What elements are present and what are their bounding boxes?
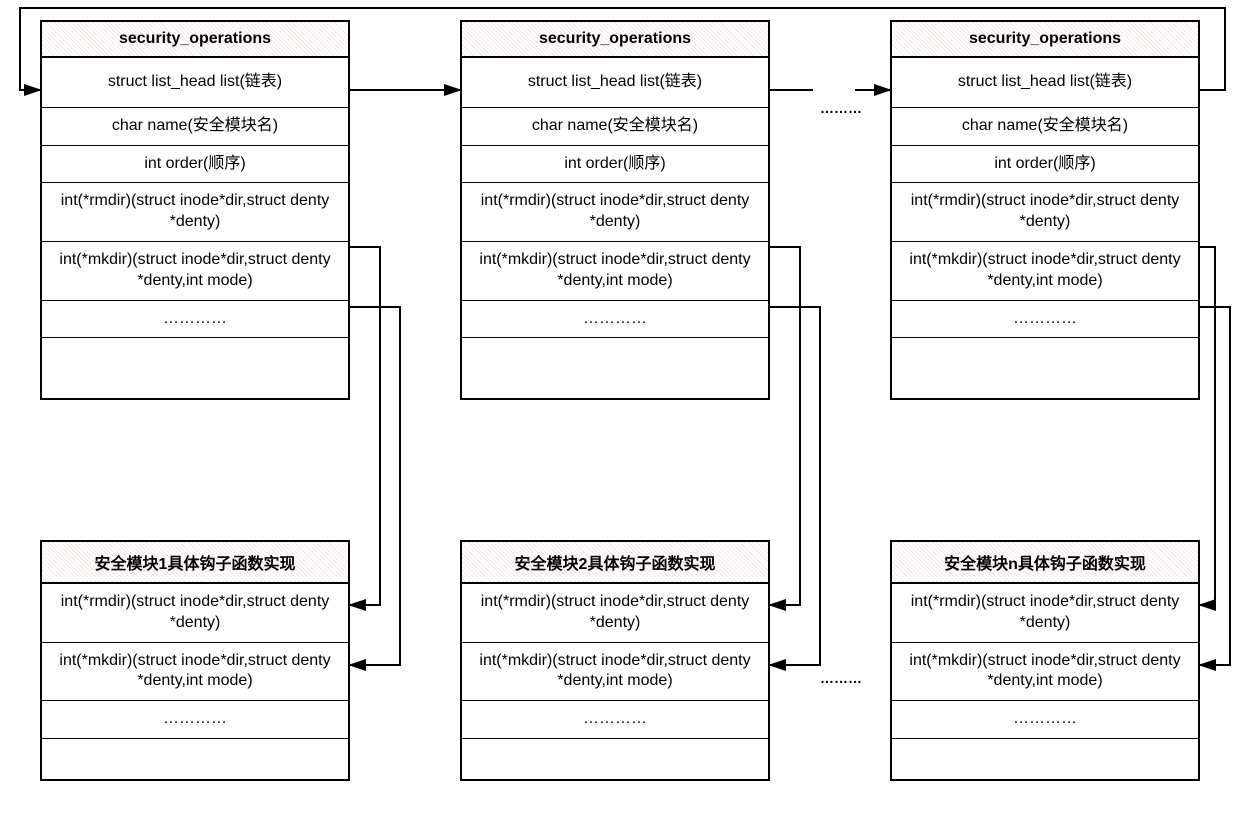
struct-row-empty bbox=[462, 739, 768, 779]
struct-row-order: int order(顺序) bbox=[462, 146, 768, 184]
struct-box-bot-2: 安全模块2具体钩子函数实现 int(*rmdir)(struct inode*d… bbox=[460, 540, 770, 781]
struct-row-mkdir: int(*mkdir)(struct inode*dir,struct dent… bbox=[42, 643, 348, 702]
struct-row-name: char name(安全模块名) bbox=[462, 108, 768, 146]
ellipsis-bot: ……… bbox=[820, 670, 862, 686]
struct-row-list: struct list_head list(链表) bbox=[462, 58, 768, 108]
struct-row-rmdir: int(*rmdir)(struct inode*dir,struct dent… bbox=[42, 584, 348, 643]
struct-header: security_operations bbox=[892, 22, 1198, 58]
struct-row-empty bbox=[892, 739, 1198, 779]
struct-row-mkdir: int(*mkdir)(struct inode*dir,struct dent… bbox=[462, 643, 768, 702]
struct-row-empty bbox=[42, 338, 348, 398]
struct-row-rmdir: int(*rmdir)(struct inode*dir,struct dent… bbox=[42, 183, 348, 242]
struct-row-rmdir: int(*rmdir)(struct inode*dir,struct dent… bbox=[892, 584, 1198, 643]
struct-row-name: char name(安全模块名) bbox=[42, 108, 348, 146]
struct-header: 安全模块n具体钩子函数实现 bbox=[892, 542, 1198, 584]
struct-row-empty bbox=[42, 739, 348, 779]
struct-header: 安全模块1具体钩子函数实现 bbox=[42, 542, 348, 584]
struct-row-order: int order(顺序) bbox=[42, 146, 348, 184]
struct-row-name: char name(安全模块名) bbox=[892, 108, 1198, 146]
struct-row-ellipsis: ………… bbox=[42, 301, 348, 339]
struct-row-ellipsis: ………… bbox=[462, 301, 768, 339]
struct-row-ellipsis: ………… bbox=[42, 701, 348, 739]
struct-box-top-1: security_operations struct list_head lis… bbox=[40, 20, 350, 400]
struct-row-mkdir: int(*mkdir)(struct inode*dir,struct dent… bbox=[892, 242, 1198, 301]
struct-row-mkdir: int(*mkdir)(struct inode*dir,struct dent… bbox=[42, 242, 348, 301]
ellipsis-top: ……… bbox=[820, 100, 862, 116]
struct-row-list: struct list_head list(链表) bbox=[42, 58, 348, 108]
struct-row-ellipsis: ………… bbox=[892, 701, 1198, 739]
struct-row-empty bbox=[892, 338, 1198, 398]
struct-row-empty bbox=[462, 338, 768, 398]
struct-box-bot-3: 安全模块n具体钩子函数实现 int(*rmdir)(struct inode*d… bbox=[890, 540, 1200, 781]
struct-row-rmdir: int(*rmdir)(struct inode*dir,struct dent… bbox=[892, 183, 1198, 242]
struct-row-order: int order(顺序) bbox=[892, 146, 1198, 184]
struct-box-top-3: security_operations struct list_head lis… bbox=[890, 20, 1200, 400]
struct-box-bot-1: 安全模块1具体钩子函数实现 int(*rmdir)(struct inode*d… bbox=[40, 540, 350, 781]
struct-header: security_operations bbox=[42, 22, 348, 58]
struct-box-top-2: security_operations struct list_head lis… bbox=[460, 20, 770, 400]
struct-row-mkdir: int(*mkdir)(struct inode*dir,struct dent… bbox=[892, 643, 1198, 702]
struct-row-rmdir: int(*rmdir)(struct inode*dir,struct dent… bbox=[462, 584, 768, 643]
struct-row-rmdir: int(*rmdir)(struct inode*dir,struct dent… bbox=[462, 183, 768, 242]
struct-row-ellipsis: ………… bbox=[892, 301, 1198, 339]
struct-row-ellipsis: ………… bbox=[462, 701, 768, 739]
struct-row-mkdir: int(*mkdir)(struct inode*dir,struct dent… bbox=[462, 242, 768, 301]
struct-row-list: struct list_head list(链表) bbox=[892, 58, 1198, 108]
struct-header: 安全模块2具体钩子函数实现 bbox=[462, 542, 768, 584]
struct-header: security_operations bbox=[462, 22, 768, 58]
